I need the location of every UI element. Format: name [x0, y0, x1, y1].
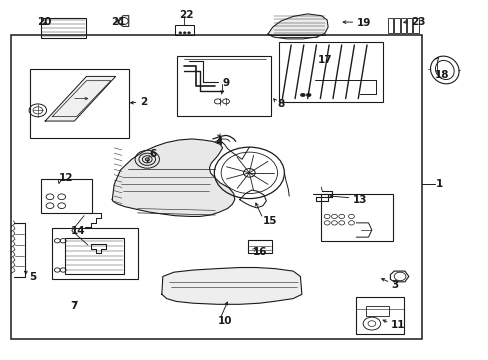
Text: 15: 15 [263, 216, 277, 226]
Text: 20: 20 [37, 17, 51, 27]
Bar [387, 18, 392, 33]
Text: 5: 5 [30, 272, 37, 282]
Bar [30, 69, 129, 138]
Bar [400, 18, 405, 33]
Circle shape [183, 32, 186, 34]
Circle shape [179, 32, 182, 34]
Text: 8: 8 [277, 99, 284, 109]
Bar [177, 57, 270, 116]
Polygon shape [267, 14, 327, 39]
Polygon shape [45, 76, 116, 121]
Text: 16: 16 [253, 247, 267, 257]
Bar [406, 18, 411, 33]
Text: 9: 9 [222, 78, 229, 88]
Text: 19: 19 [357, 18, 371, 28]
Text: 7: 7 [70, 301, 78, 311]
Circle shape [187, 32, 190, 34]
Text: 2: 2 [140, 97, 147, 107]
Text: 11: 11 [389, 320, 404, 330]
Text: 1: 1 [435, 179, 443, 189]
Text: 13: 13 [352, 195, 366, 204]
Circle shape [300, 93, 305, 97]
Text: 23: 23 [410, 17, 425, 27]
Bar [278, 42, 382, 102]
Text: 6: 6 [149, 149, 157, 159]
Text: 3: 3 [390, 280, 398, 291]
Bar [41, 18, 86, 38]
Bar [321, 194, 392, 241]
Bar [248, 240, 271, 253]
Text: 14: 14 [71, 226, 85, 236]
Polygon shape [162, 267, 301, 304]
Bar [175, 25, 194, 35]
Polygon shape [112, 139, 234, 216]
Text: 12: 12 [59, 173, 73, 183]
Bar [412, 18, 418, 33]
Circle shape [305, 93, 310, 97]
Text: 22: 22 [179, 10, 193, 20]
Text: 4: 4 [215, 138, 222, 148]
Bar [41, 179, 92, 213]
Text: 17: 17 [317, 55, 331, 65]
Text: 18: 18 [434, 69, 448, 80]
Bar [393, 18, 399, 33]
Text: 10: 10 [217, 316, 232, 326]
Bar [366, 306, 388, 316]
Text: 21: 21 [111, 17, 125, 27]
Bar [356, 297, 403, 334]
Bar [11, 35, 421, 339]
Bar [52, 228, 137, 279]
Bar [64, 238, 123, 274]
